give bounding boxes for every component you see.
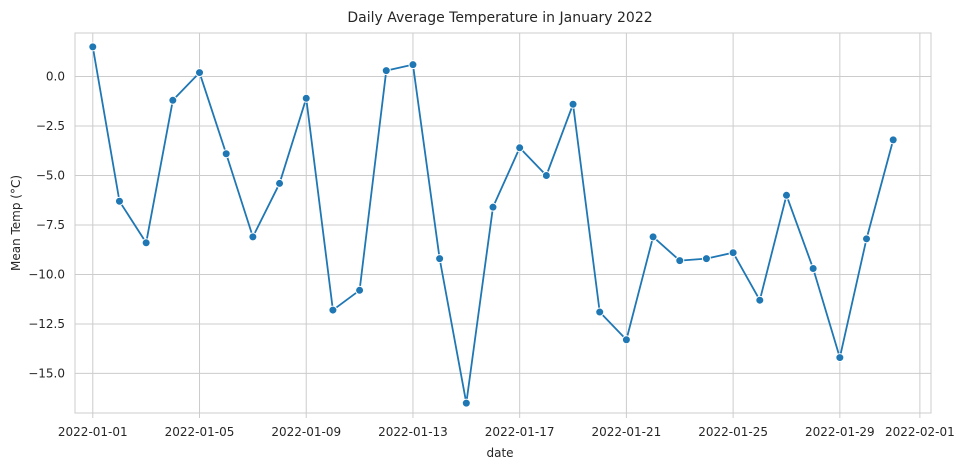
data-point [435,254,445,264]
data-point [701,254,711,264]
plot-area [75,33,931,413]
y-tick-label: 0.0 [46,70,65,84]
plot-border [74,32,932,414]
data-point [141,238,151,248]
data-point [621,335,631,345]
data-point [808,264,818,274]
data-point [114,196,124,206]
x-tick-label: 2022-02-01 [885,425,955,439]
x-tick-label: 2022-01-21 [592,425,662,439]
x-tick-label: 2022-01-05 [165,425,235,439]
chart-title: Daily Average Temperature in January 202… [347,10,652,26]
data-point [355,285,365,295]
data-point [728,248,738,258]
data-point [648,232,658,242]
data-point [675,256,685,266]
data-point [168,95,178,105]
data-point [88,42,98,52]
data-point [461,398,471,408]
data-point [195,68,205,78]
data-point [862,234,872,244]
y-tick-label: −15.0 [28,366,65,380]
x-axis-label: date [486,446,513,460]
x-tick-label: 2022-01-25 [698,425,768,439]
y-tick-label: −2.5 [36,119,65,133]
plot-frame [74,32,932,414]
data-point [568,99,578,109]
y-tick-label: −7.5 [36,218,65,232]
x-tick-label: 2022-01-09 [271,425,341,439]
data-point [755,295,765,305]
data-point [221,149,231,159]
data-point [595,307,605,317]
data-point [488,202,498,212]
data-point [541,171,551,180]
x-tick-labels: 2022-01-01 2022-01-05 2022-01-09 2022-01-13… [58,425,955,439]
y-tick-label: −10.0 [28,267,65,281]
data-point [301,93,311,103]
data-point [328,305,338,315]
x-tick-label: 2022-01-01 [58,425,128,439]
y-tick-label: −5.0 [36,169,65,183]
data-point [381,66,391,76]
data-point [781,190,791,200]
y-axis-label: Mean Temp (°C) [9,175,23,271]
data-point [835,353,845,363]
data-point [248,232,258,242]
x-tick-label: 2022-01-29 [805,425,875,439]
y-tick-labels: 0.0 −2.5 −5.0 −7.5 −10.0 −12.5 −15.0 [28,70,65,381]
series-group [88,42,898,408]
x-tick-label: 2022-01-13 [378,425,448,439]
data-point [888,135,898,145]
data-point [275,178,285,188]
x-tick-label: 2022-01-17 [485,425,555,439]
data-point [515,143,525,153]
data-point [408,60,418,70]
y-tick-label: −12.5 [28,317,65,331]
